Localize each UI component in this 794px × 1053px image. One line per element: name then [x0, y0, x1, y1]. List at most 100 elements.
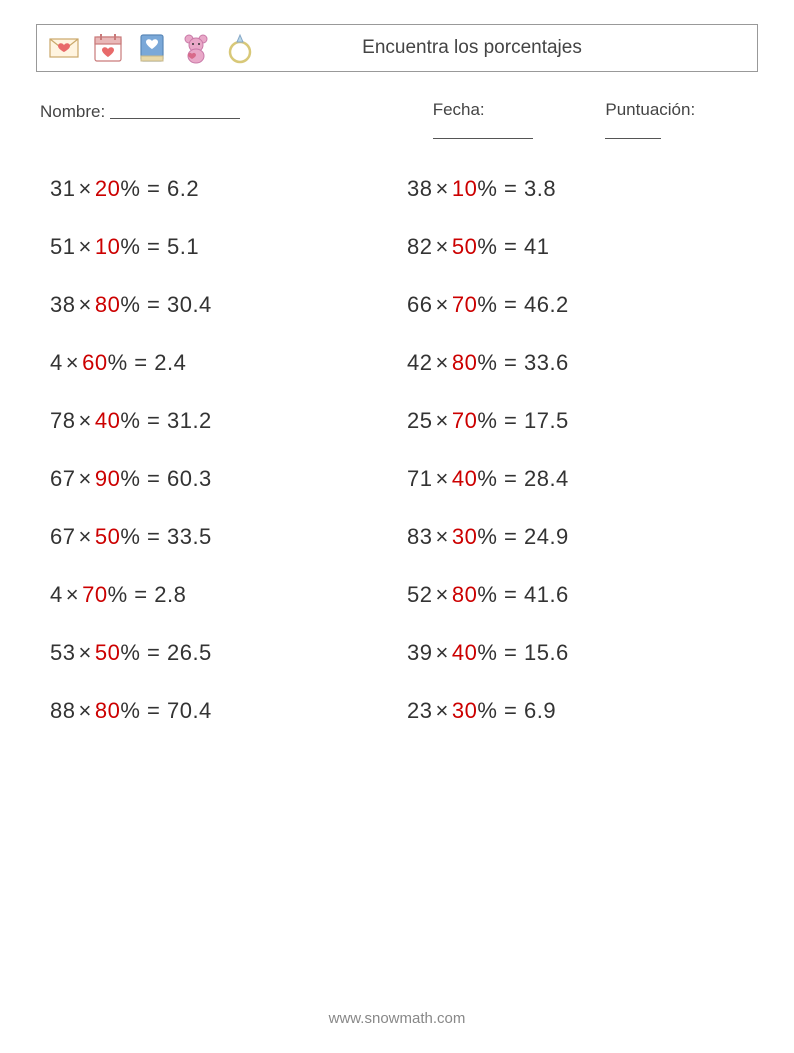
equals-symbol: = [497, 408, 524, 433]
problem: 67×50% = 33.5 [50, 524, 387, 550]
percent-symbol: % [120, 176, 140, 201]
multiply-symbol: × [432, 698, 451, 723]
equals-symbol: = [140, 408, 167, 433]
result: 6.2 [167, 176, 199, 201]
percent-value: 50 [95, 640, 120, 665]
equals-symbol: = [497, 640, 524, 665]
date-blank[interactable] [433, 122, 533, 139]
percent-symbol: % [477, 350, 497, 375]
percent-value: 30 [452, 524, 477, 549]
problem: 52×80% = 41.6 [407, 582, 744, 608]
multiply-symbol: × [432, 234, 451, 259]
teddy-bear-icon [179, 31, 213, 65]
percent-value: 30 [452, 698, 477, 723]
problem: 66×70% = 46.2 [407, 292, 744, 318]
percent-value: 40 [452, 466, 477, 491]
multiply-symbol: × [75, 234, 94, 259]
footer-url: www.snowmath.com [0, 1010, 794, 1027]
result: 41 [524, 234, 549, 259]
multiply-symbol: × [63, 582, 82, 607]
result: 60.3 [167, 466, 212, 491]
result: 30.4 [167, 292, 212, 317]
percent-value: 80 [95, 292, 120, 317]
problem: 4×70% = 2.8 [50, 582, 387, 608]
problem: 38×80% = 30.4 [50, 292, 387, 318]
equals-symbol: = [140, 176, 167, 201]
percent-value: 80 [95, 698, 120, 723]
equals-symbol: = [128, 350, 155, 375]
result: 28.4 [524, 466, 569, 491]
operand-a: 88 [50, 698, 75, 723]
score-blank[interactable] [605, 122, 661, 139]
multiply-symbol: × [432, 582, 451, 607]
operand-a: 53 [50, 640, 75, 665]
problem: 82×50% = 41 [407, 234, 744, 260]
percent-symbol: % [477, 292, 497, 317]
problem: 83×30% = 24.9 [407, 524, 744, 550]
percent-symbol: % [120, 524, 140, 549]
multiply-symbol: × [75, 466, 94, 491]
equals-symbol: = [140, 234, 167, 259]
problem: 51×10% = 5.1 [50, 234, 387, 260]
multiply-symbol: × [75, 408, 94, 433]
multiply-symbol: × [432, 524, 451, 549]
multiply-symbol: × [75, 640, 94, 665]
percent-symbol: % [477, 640, 497, 665]
equals-symbol: = [140, 698, 167, 723]
multiply-symbol: × [432, 176, 451, 201]
result: 46.2 [524, 292, 569, 317]
result: 15.6 [524, 640, 569, 665]
multiply-symbol: × [75, 176, 94, 201]
percent-symbol: % [477, 466, 497, 491]
percent-symbol: % [477, 698, 497, 723]
percent-symbol: % [108, 350, 128, 375]
operand-a: 4 [50, 350, 63, 375]
result: 3.8 [524, 176, 556, 201]
calendar-heart-icon [91, 31, 125, 65]
equals-symbol: = [140, 292, 167, 317]
multiply-symbol: × [75, 524, 94, 549]
heart-book-icon [135, 31, 169, 65]
result: 33.6 [524, 350, 569, 375]
name-blank[interactable] [110, 102, 240, 119]
percent-symbol: % [120, 698, 140, 723]
operand-a: 66 [407, 292, 432, 317]
multiply-symbol: × [75, 698, 94, 723]
problem: 4×60% = 2.4 [50, 350, 387, 376]
percent-value: 20 [95, 176, 120, 201]
date-label: Fecha: [433, 100, 485, 119]
problem: 38×10% = 3.8 [407, 176, 744, 202]
result: 24.9 [524, 524, 569, 549]
percent-value: 10 [452, 176, 477, 201]
result: 33.5 [167, 524, 212, 549]
multiply-symbol: × [432, 292, 451, 317]
operand-a: 38 [50, 292, 75, 317]
multiply-symbol: × [432, 640, 451, 665]
love-letter-icon [47, 31, 81, 65]
problem: 39×40% = 15.6 [407, 640, 744, 666]
percent-value: 70 [452, 292, 477, 317]
operand-a: 78 [50, 408, 75, 433]
percent-value: 80 [452, 582, 477, 607]
result: 70.4 [167, 698, 212, 723]
operand-a: 71 [407, 466, 432, 491]
operand-a: 31 [50, 176, 75, 201]
equals-symbol: = [497, 582, 524, 607]
percent-symbol: % [108, 582, 128, 607]
problem: 88×80% = 70.4 [50, 698, 387, 724]
percent-value: 40 [452, 640, 477, 665]
equals-symbol: = [140, 640, 167, 665]
percent-symbol: % [477, 176, 497, 201]
percent-symbol: % [477, 408, 497, 433]
percent-value: 10 [95, 234, 120, 259]
problem: 31×20% = 6.2 [50, 176, 387, 202]
equals-symbol: = [497, 292, 524, 317]
percent-symbol: % [120, 466, 140, 491]
multiply-symbol: × [432, 408, 451, 433]
percent-symbol: % [477, 582, 497, 607]
percent-value: 90 [95, 466, 120, 491]
result: 26.5 [167, 640, 212, 665]
result: 2.4 [154, 350, 186, 375]
operand-a: 51 [50, 234, 75, 259]
percent-value: 40 [95, 408, 120, 433]
